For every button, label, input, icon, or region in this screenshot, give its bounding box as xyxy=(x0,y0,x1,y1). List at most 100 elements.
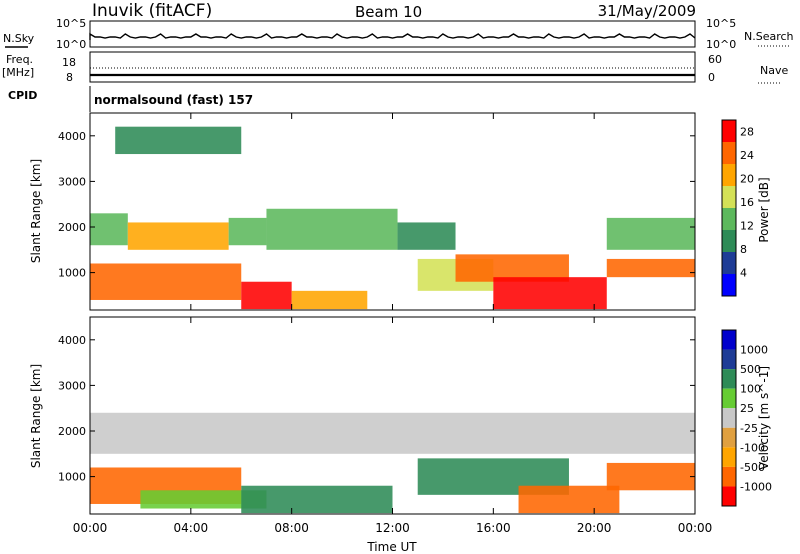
y-tick-label: 2000 xyxy=(58,221,86,234)
velocity-colorbar-cell xyxy=(722,388,736,409)
velocity-colorbar-cell xyxy=(722,447,736,467)
velocity-colorbar: 1000 500 100 25 -25 -100 -500 -1000 xyxy=(721,329,772,507)
x-tick-label: 08:00 xyxy=(274,521,309,535)
noise-panel: N.Sky 10^5 10^0 10^5 10^0 N.Search xyxy=(3,17,794,51)
data-band xyxy=(90,213,128,246)
power-colorbar-frame xyxy=(721,119,737,297)
y-tick-label: 3000 xyxy=(58,379,86,392)
freq-tick-18: 18 xyxy=(62,56,76,69)
x-tick-label: 04:00 xyxy=(174,521,209,535)
power-colorbar-tick: 12 xyxy=(740,220,754,233)
y-tick-label: 3000 xyxy=(58,175,86,188)
data-band xyxy=(606,217,695,250)
y-tick-label: 4000 xyxy=(58,334,86,347)
velocity-colorbar-tick: 25 xyxy=(740,402,754,415)
station-title: Inuvik (fitACF) xyxy=(92,1,212,21)
y-tick-label: 2000 xyxy=(58,425,86,438)
cpid-panel: CPID normalsound (fast) 157 xyxy=(8,86,253,112)
power-panel: 1000 2000 3000 4000 Slant Range [km] xyxy=(29,112,696,311)
noise-tick-top: 10^5 xyxy=(56,17,86,30)
velocity-colorbar-tick: 100 xyxy=(740,383,761,396)
noise-left-label: N.Sky xyxy=(3,32,35,45)
data-band xyxy=(140,490,267,509)
velocity-colorbar-tick: -25 xyxy=(740,422,758,435)
y-tick-label: 1000 xyxy=(58,267,86,280)
velocity-colorbar-frame xyxy=(721,329,737,507)
power-colorbar-tick: 8 xyxy=(740,243,747,256)
power-bands xyxy=(90,126,695,310)
date-title: 31/May/2009 xyxy=(598,2,696,20)
power-ylabel: Slant Range [km] xyxy=(29,159,43,263)
data-band xyxy=(606,258,695,278)
power-colorbar-cell xyxy=(722,164,736,186)
noise-tick-bottom: 10^0 xyxy=(56,38,86,51)
velocity-colorbar-tick: -100 xyxy=(740,441,765,454)
velocity-bands xyxy=(90,412,695,514)
freq-left-label-1: Freq. xyxy=(6,53,33,66)
velocity-ticks: 1000 2000 3000 4000 xyxy=(58,317,696,514)
data-band xyxy=(127,222,229,250)
x-axis-label: Time UT xyxy=(366,540,417,554)
data-band xyxy=(228,217,267,246)
power-colorbar-tick: 24 xyxy=(740,149,754,162)
power-ticks: 1000 2000 3000 4000 xyxy=(58,113,696,310)
power-colorbar-cell xyxy=(722,186,736,208)
data-band xyxy=(241,485,393,514)
data-band xyxy=(241,281,292,310)
nave-tick-60: 60 xyxy=(708,53,722,66)
data-band xyxy=(291,290,368,310)
velocity-colorbar-cell xyxy=(722,349,736,370)
velocity-ylabel: Slant Range [km] xyxy=(29,364,43,468)
noise-right-label: N.Search xyxy=(744,30,794,43)
velocity-colorbar-tick: 1000 xyxy=(740,344,768,357)
power-colorbar-cell xyxy=(722,142,736,164)
noise-tick-top-right: 10^5 xyxy=(706,17,736,30)
x-tick-label: 20:00 xyxy=(577,521,612,535)
velocity-colorbar-cell xyxy=(722,330,736,350)
data-band xyxy=(518,485,620,514)
power-colorbar-cell xyxy=(722,230,736,252)
power-colorbar-label: Power [dB] xyxy=(757,177,771,242)
power-colorbar-tick: 28 xyxy=(740,126,754,139)
power-colorbar-cell xyxy=(722,120,736,142)
velocity-colorbar-label: Velocity [m s^-1] xyxy=(757,366,771,470)
velocity-colorbar-tick: -1000 xyxy=(740,480,772,493)
freq-tick-8: 8 xyxy=(66,71,73,84)
data-band xyxy=(115,126,242,155)
data-band xyxy=(493,277,607,310)
freq-left-label-2: [MHz] xyxy=(2,66,34,79)
cpid-text: normalsound (fast) 157 xyxy=(94,93,253,107)
data-band xyxy=(397,222,456,250)
power-colorbar-tick: 16 xyxy=(740,196,754,209)
data-band xyxy=(90,263,242,300)
velocity-colorbar-cell xyxy=(722,408,736,428)
x-tick-label: 00:00 xyxy=(678,521,713,535)
data-band xyxy=(90,412,695,454)
x-tick-label: 12:00 xyxy=(375,521,410,535)
nave-label: Nave xyxy=(760,64,788,77)
noise-tick-bottom-right: 10^0 xyxy=(706,38,736,51)
velocity-colorbar-cell xyxy=(722,486,736,506)
x-tick-labels: 00:00 04:00 08:00 12:00 16:00 20:00 00:00 xyxy=(73,521,713,535)
power-colorbar: 4 8 12 16 20 24 28 xyxy=(721,119,754,297)
power-colorbar-cell xyxy=(722,274,736,296)
power-colorbar-tick: 20 xyxy=(740,173,754,186)
y-tick-label: 4000 xyxy=(58,130,86,143)
data-band xyxy=(606,462,695,491)
velocity-colorbar-cell xyxy=(722,427,736,448)
power-colorbar-tick: 4 xyxy=(740,267,747,280)
velocity-panel: 1000 2000 3000 4000 Slant Range [km] xyxy=(29,316,696,515)
velocity-colorbar-tick: 500 xyxy=(740,363,761,376)
y-tick-label: 1000 xyxy=(58,471,86,484)
velocity-colorbar-cell xyxy=(722,466,736,487)
x-tick-label: 00:00 xyxy=(73,521,108,535)
velocity-colorbar-tick: -500 xyxy=(740,461,765,474)
noise-sky-trace xyxy=(89,32,696,40)
beam-title: Beam 10 xyxy=(355,3,422,21)
data-band xyxy=(266,208,398,250)
x-tick-label: 16:00 xyxy=(476,521,511,535)
velocity-colorbar-cell xyxy=(722,369,736,389)
power-colorbar-cell xyxy=(722,252,736,274)
freq-panel: Freq. [MHz] 18 8 60 0 Nave xyxy=(2,51,788,84)
